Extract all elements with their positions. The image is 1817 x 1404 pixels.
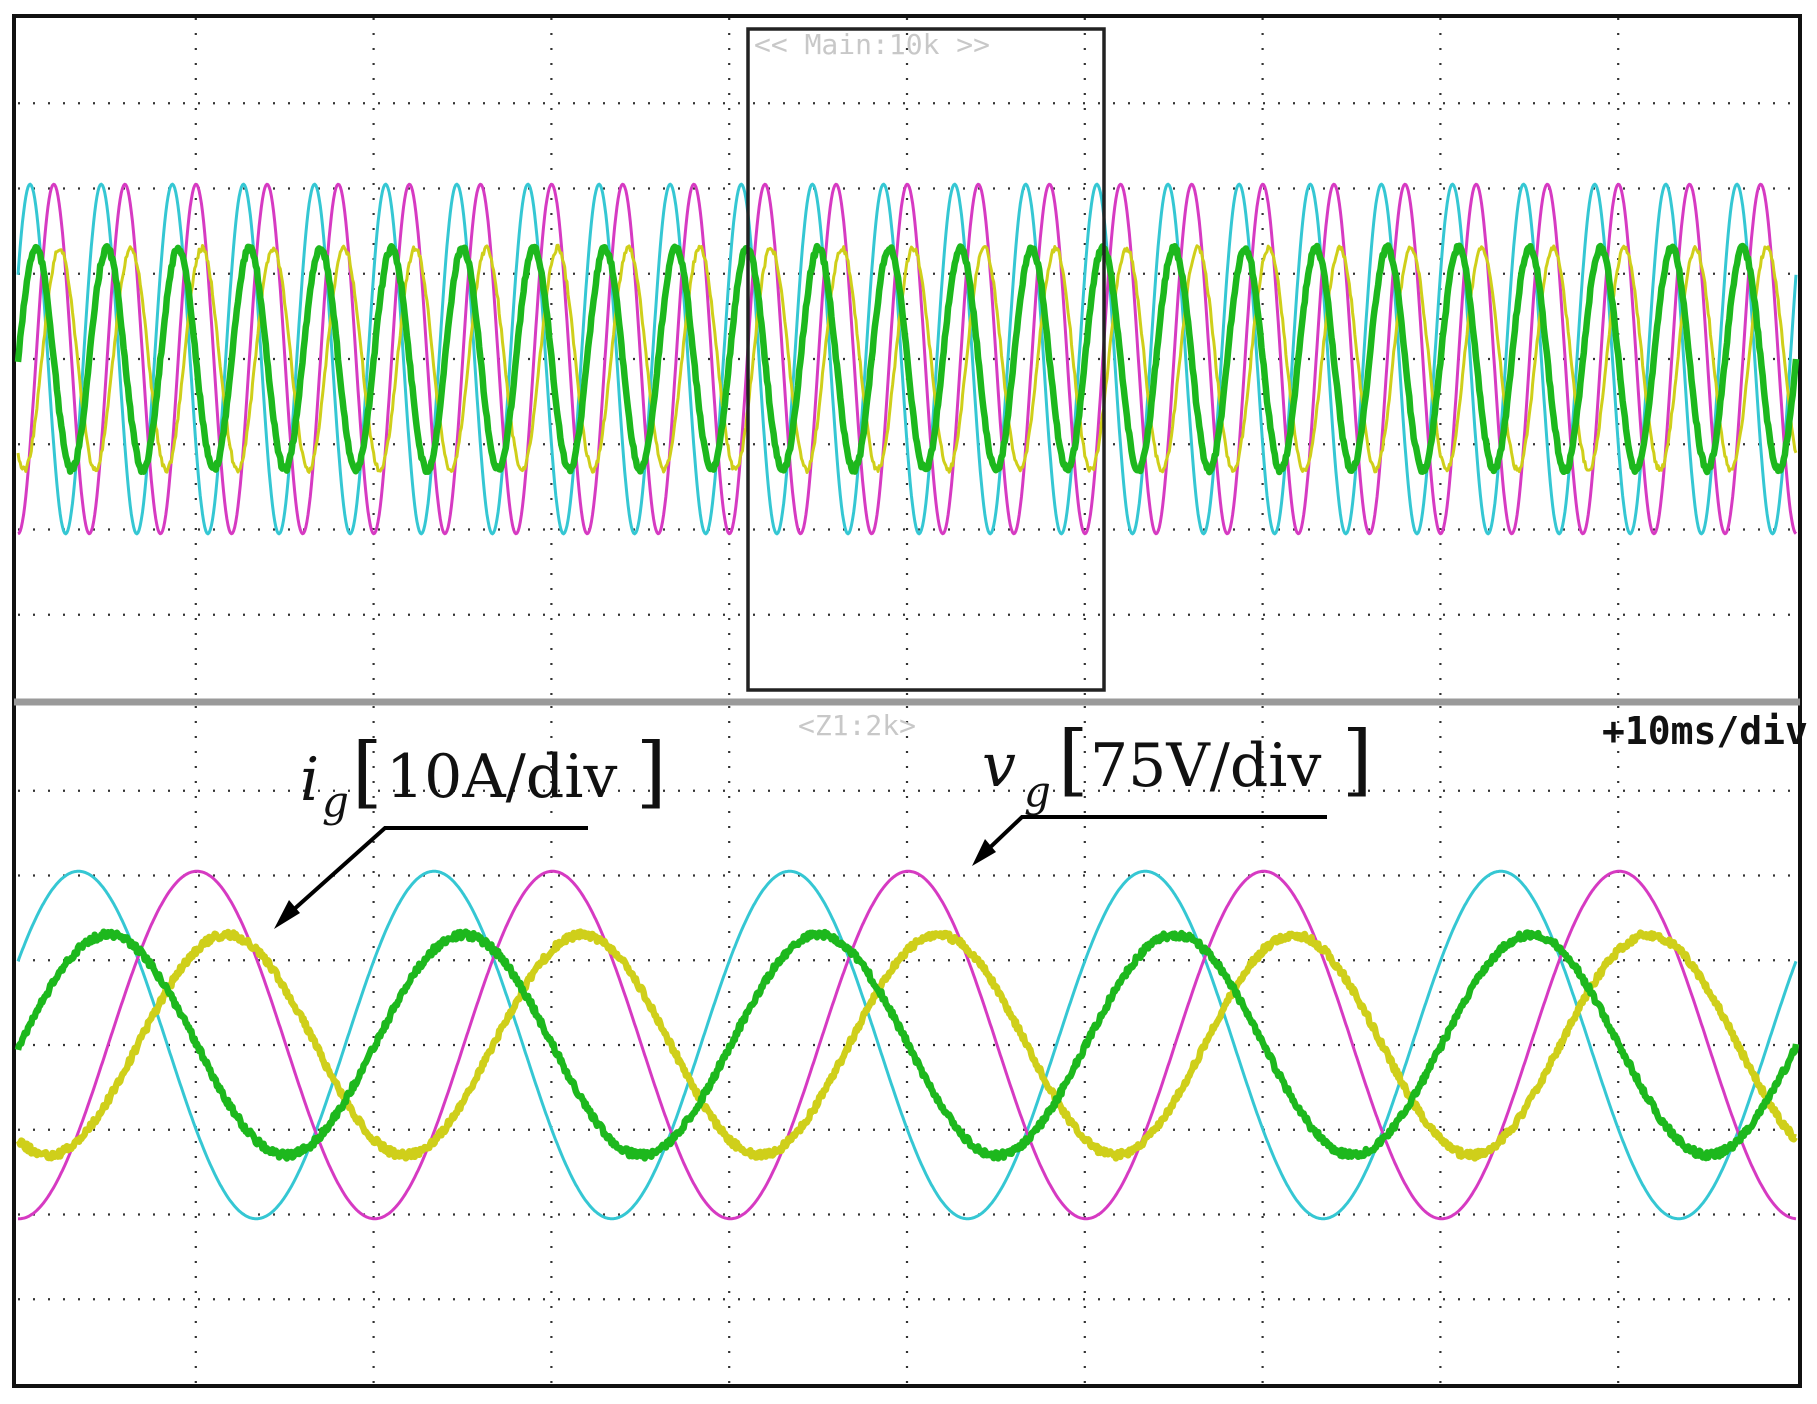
current-subscript: g xyxy=(322,777,349,826)
voltage-annotation: v g [ 75V/div ] xyxy=(972,715,1372,866)
trace-cyan xyxy=(16,869,1798,1221)
main-panel-traces xyxy=(14,182,1800,536)
zoom-window-box xyxy=(746,27,1106,692)
trace-green xyxy=(14,242,1800,476)
current-annotation: i g [ 10A/div ] xyxy=(274,727,666,929)
current-bracket-left: [ xyxy=(352,727,382,817)
trace-yellow xyxy=(16,243,1798,474)
voltage-scale-label: 75V/div xyxy=(1090,731,1321,801)
current-symbol: i xyxy=(300,745,319,815)
current-scale-label: 10A/div xyxy=(386,742,617,812)
zoom-factor-label: <Z1:2k> xyxy=(798,709,916,742)
timebase-readout: +10ms/div xyxy=(1602,709,1808,753)
trace-yellow xyxy=(15,928,1799,1162)
zoom-panel-traces xyxy=(14,869,1800,1221)
current-arrowhead xyxy=(274,900,300,929)
voltage-leader-line xyxy=(978,815,1327,859)
voltage-bracket-left: [ xyxy=(1058,715,1088,805)
voltage-symbol: v xyxy=(982,731,1016,801)
trace-green xyxy=(14,928,1800,1162)
current-bracket-right: ] xyxy=(636,727,666,817)
voltage-subscript: g xyxy=(1024,767,1051,816)
main-zoom-label: << Main:10k >> xyxy=(754,28,990,61)
voltage-bracket-right: ] xyxy=(1342,715,1372,805)
voltage-arrowhead xyxy=(972,839,996,866)
current-leader-line xyxy=(280,826,588,922)
